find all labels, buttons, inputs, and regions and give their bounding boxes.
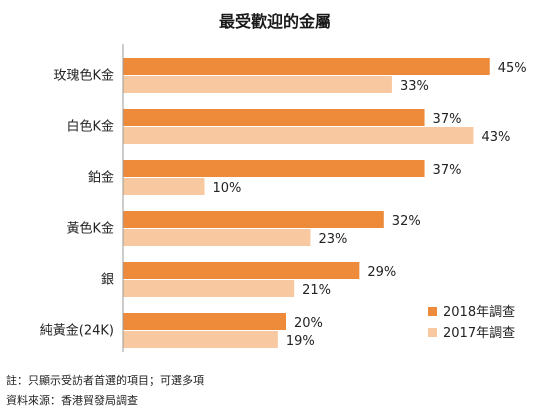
bar-series-2018: [123, 313, 286, 330]
data-label: 37%: [433, 163, 462, 178]
data-label: 21%: [302, 283, 331, 298]
data-label: 33%: [400, 79, 429, 94]
bar-series-2018: [123, 58, 490, 75]
category-label: 鉑金: [88, 170, 114, 186]
legend-swatch: [428, 328, 437, 337]
data-label: 37%: [433, 112, 462, 127]
data-label: 23%: [318, 232, 347, 247]
bar-series-2017: [123, 178, 205, 195]
bar-series-2018: [123, 262, 360, 279]
category-label: 白色K金: [66, 119, 114, 135]
data-label: 20%: [294, 316, 323, 331]
data-label: 29%: [367, 265, 396, 280]
legend-swatch: [428, 307, 437, 316]
bar-series-2017: [123, 331, 278, 348]
category-label: 純黃金(24K): [40, 323, 114, 339]
category-label: 銀: [101, 273, 114, 288]
category-label: 黃色K金: [66, 221, 114, 237]
data-label: 10%: [213, 181, 242, 196]
source-note: 資料來源：香港貿發局調查: [6, 394, 138, 407]
bar-series-2017: [123, 280, 295, 297]
bar-series-2018: [123, 160, 425, 177]
bar-series-2017: [123, 127, 474, 144]
data-label: 45%: [498, 61, 527, 76]
data-label: 43%: [481, 130, 510, 145]
data-label: 19%: [286, 334, 315, 349]
bar-series-2017: [123, 76, 392, 93]
footnote: 註：只顯示受訪者首選的項目；可選多項: [6, 374, 204, 387]
legend-label: 2018年調查: [443, 305, 515, 320]
chart-title: 最受歡迎的金屬: [218, 12, 331, 31]
legend-label: 2017年調查: [443, 326, 515, 341]
data-label: 32%: [392, 214, 421, 229]
bar-series-2018: [123, 109, 425, 126]
bar-series-2018: [123, 211, 384, 228]
bar-series-2017: [123, 229, 311, 246]
category-label: 玫瑰色K金: [53, 68, 114, 84]
